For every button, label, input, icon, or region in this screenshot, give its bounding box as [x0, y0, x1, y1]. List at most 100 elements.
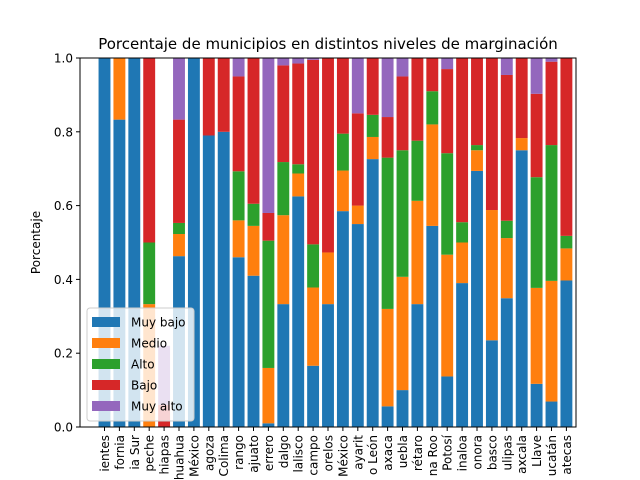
bar-segment-21-2 [411, 140, 424, 201]
bar-segment-1-1 [113, 58, 126, 120]
bar-segment-13-0 [292, 196, 305, 428]
bar-segment-26-1 [485, 210, 498, 341]
bar-segment-16-1 [336, 170, 349, 212]
y-axis: 0.0 0.2 0.4 0.6 0.8 1.0 [54, 52, 80, 435]
bar-segment-30-0 [545, 401, 558, 427]
bar-segment-8-3 [217, 58, 230, 132]
bar-segment-14-0 [307, 365, 320, 427]
bar-segment-20-1 [396, 276, 409, 391]
x-tick-label: huahua [173, 435, 187, 480]
bar-segment-27-1 [500, 238, 513, 299]
bar-segment-11-1 [262, 367, 275, 424]
bar-segment-27-0 [500, 298, 513, 427]
bar-segment-12-1 [277, 215, 290, 305]
bar-segment-14-2 [307, 244, 320, 288]
bar-segment-21-1 [411, 200, 424, 305]
x-tick-label: hiapas [158, 435, 172, 475]
x-tick-label: errero [262, 435, 276, 471]
x-tick-label: axaca [381, 435, 395, 471]
bar-segment-28-1 [515, 138, 528, 151]
bar-segment-31-1 [560, 248, 573, 281]
bar-segment-28-0 [515, 150, 528, 427]
bar-segment-22-2 [426, 91, 439, 125]
bar-segment-28-3 [515, 58, 528, 139]
x-tick-label: na Roo [426, 435, 440, 476]
bar-segment-31-3 [560, 58, 573, 236]
bar-segment-18-0 [366, 159, 379, 428]
bar-segment-7-0 [202, 135, 215, 428]
bar-segment-8-0 [217, 131, 230, 428]
bar-segment-29-4 [530, 58, 543, 94]
bar-segment-20-3 [396, 76, 409, 151]
bar-segment-22-1 [426, 124, 439, 226]
x-tick-label: uebla [396, 435, 410, 468]
bar-segment-20-0 [396, 390, 409, 427]
y-tick-label: 0.6 [54, 199, 73, 213]
bar-segment-15-3 [322, 58, 334, 253]
legend-swatch-0 [92, 317, 120, 327]
bar-segment-9-0 [232, 257, 245, 427]
bar-segment-18-1 [366, 136, 379, 160]
bar-segment-23-2 [441, 153, 454, 255]
bar-segment-25-1 [471, 150, 483, 171]
bar-segment-29-2 [530, 177, 543, 288]
bar-segment-20-4 [396, 58, 409, 77]
bar-segment-19-0 [381, 406, 394, 427]
bar-segment-17-1 [351, 205, 364, 225]
bar-segment-23-3 [441, 69, 454, 154]
x-tick-label: atecas [560, 435, 574, 475]
legend-swatch-1 [92, 338, 120, 348]
x-tick-label: México [336, 435, 350, 477]
bar-segment-12-3 [277, 65, 290, 163]
x-tick-label: fornia [113, 435, 127, 470]
x-axis: ientes fornia ia Sur peche hiapas huahua Méxic… [98, 427, 574, 480]
bar-segment-11-2 [262, 240, 275, 368]
bar-segment-12-0 [277, 304, 290, 427]
legend: Muy bajo Medio Alto Bajo Muy alto [86, 307, 195, 422]
y-tick-label: 0.0 [54, 421, 73, 435]
x-tick-label: Potosí [441, 434, 455, 470]
bar-segment-0-0 [98, 58, 111, 427]
bar-segment-5-3 [173, 119, 185, 223]
bar-segment-30-2 [545, 145, 558, 281]
x-tick-label: basco [485, 435, 499, 470]
bar-segment-9-1 [232, 220, 245, 258]
bar-segment-12-2 [277, 162, 290, 216]
bar-segment-29-0 [530, 383, 543, 427]
bar-segment-24-2 [456, 222, 469, 243]
bar-segment-13-1 [292, 173, 305, 197]
bar-segment-10-2 [247, 203, 260, 226]
bar-segment-13-2 [292, 164, 305, 174]
x-tick-label: peche [143, 435, 157, 472]
bar-segment-9-3 [232, 76, 245, 172]
bar-segment-27-2 [500, 220, 513, 239]
bar-segment-18-2 [366, 114, 379, 137]
bar-segment-16-2 [336, 133, 349, 171]
bar-segment-25-3 [471, 58, 483, 146]
bar-segment-31-2 [560, 235, 573, 249]
bar-segment-14-4 [307, 58, 320, 60]
x-tick-label: ientes [98, 435, 112, 472]
bar-segment-23-1 [441, 254, 454, 377]
bar-segment-19-1 [381, 308, 394, 407]
legend-box [86, 307, 195, 422]
bar-segment-3-2 [143, 242, 156, 305]
x-tick-label: ayarit [351, 435, 365, 470]
bar-segment-18-3 [366, 58, 379, 115]
bar-segment-31-0 [560, 280, 573, 427]
bar-segment-29-1 [530, 287, 543, 384]
bar-segment-30-4 [545, 58, 558, 62]
bar-segment-17-0 [351, 224, 364, 427]
bar-segment-21-3 [411, 58, 424, 141]
x-tick-label: dalgo [277, 435, 291, 468]
bar-segment-30-3 [545, 61, 558, 146]
bar-segment-24-3 [456, 58, 469, 223]
bar-segment-17-4 [351, 58, 364, 114]
bars-group [98, 58, 573, 428]
legend-swatch-3 [92, 380, 120, 390]
bar-segment-9-4 [232, 58, 245, 77]
bar-segment-11-4 [262, 58, 275, 213]
x-tick-label: Llave [530, 435, 544, 467]
y-axis-label: Porcentaje [29, 211, 43, 274]
